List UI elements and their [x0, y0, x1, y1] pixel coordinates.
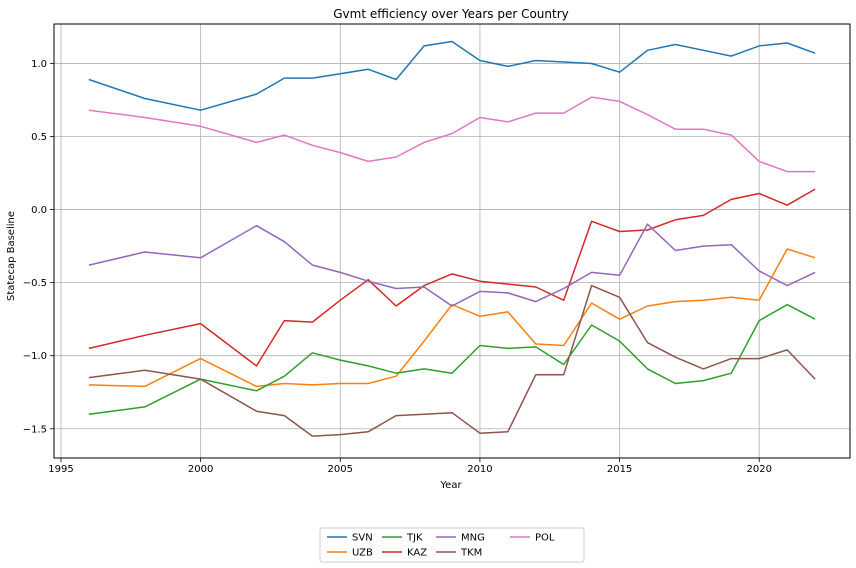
legend-item-tjk: TJK — [382, 533, 423, 544]
x-tick-label: 2020 — [747, 464, 772, 475]
legend-label: MNG — [461, 533, 485, 544]
x-axis-label: Year — [439, 480, 462, 491]
y-tick-label: 0.0 — [31, 205, 47, 216]
legend-label: POL — [535, 533, 555, 544]
y-tick-label: −0.5 — [23, 278, 47, 289]
y-axis-ticks: −1.5 −1.0 −0.5 0.0 0.5 1.0 — [23, 59, 54, 435]
y-axis-label: Statecap Baseline — [6, 211, 17, 301]
legend-label: TKM — [460, 548, 482, 559]
series-line-uzb — [88, 248, 816, 388]
legend-label: UZB — [352, 548, 373, 559]
x-tick-label: 2010 — [467, 464, 492, 475]
x-axis-ticks: 1995 2000 2005 2010 2015 2020 — [48, 458, 772, 475]
y-tick-label: 1.0 — [31, 59, 47, 70]
y-tick-label: 0.5 — [31, 132, 47, 143]
legend-label: SVN — [352, 533, 373, 544]
legend-label: KAZ — [407, 548, 427, 559]
y-tick-label: −1.0 — [23, 351, 47, 362]
legend: SVN UZB TJK KAZ MNG TKM POL — [319, 527, 585, 563]
series-line-tkm — [88, 284, 816, 437]
y-tick-label: −1.5 — [23, 424, 47, 435]
legend-item-tkm: TKM — [436, 548, 482, 559]
series-line-mng — [88, 223, 816, 307]
x-tick-label: 2015 — [607, 464, 632, 475]
plot-frame — [53, 23, 851, 459]
chart-title: Gvmt efficiency over Years per Country — [333, 7, 569, 21]
legend-item-pol: POL — [510, 533, 555, 544]
series-line-pol — [88, 96, 816, 173]
legend-label: TJK — [406, 533, 423, 544]
series-line-svn — [88, 40, 816, 111]
x-tick-label: 2000 — [188, 464, 213, 475]
x-tick-label: 2005 — [328, 464, 353, 475]
legend-item-mng: MNG — [436, 533, 485, 544]
series-lines — [88, 40, 816, 437]
series-line-tjk — [88, 303, 816, 415]
x-tick-label: 1995 — [48, 464, 73, 475]
legend-item-uzb: UZB — [327, 548, 373, 559]
legend-item-kaz: KAZ — [382, 548, 427, 559]
legend-item-svn: SVN — [327, 533, 373, 544]
grid — [54, 24, 850, 458]
series-line-kaz — [88, 188, 816, 367]
